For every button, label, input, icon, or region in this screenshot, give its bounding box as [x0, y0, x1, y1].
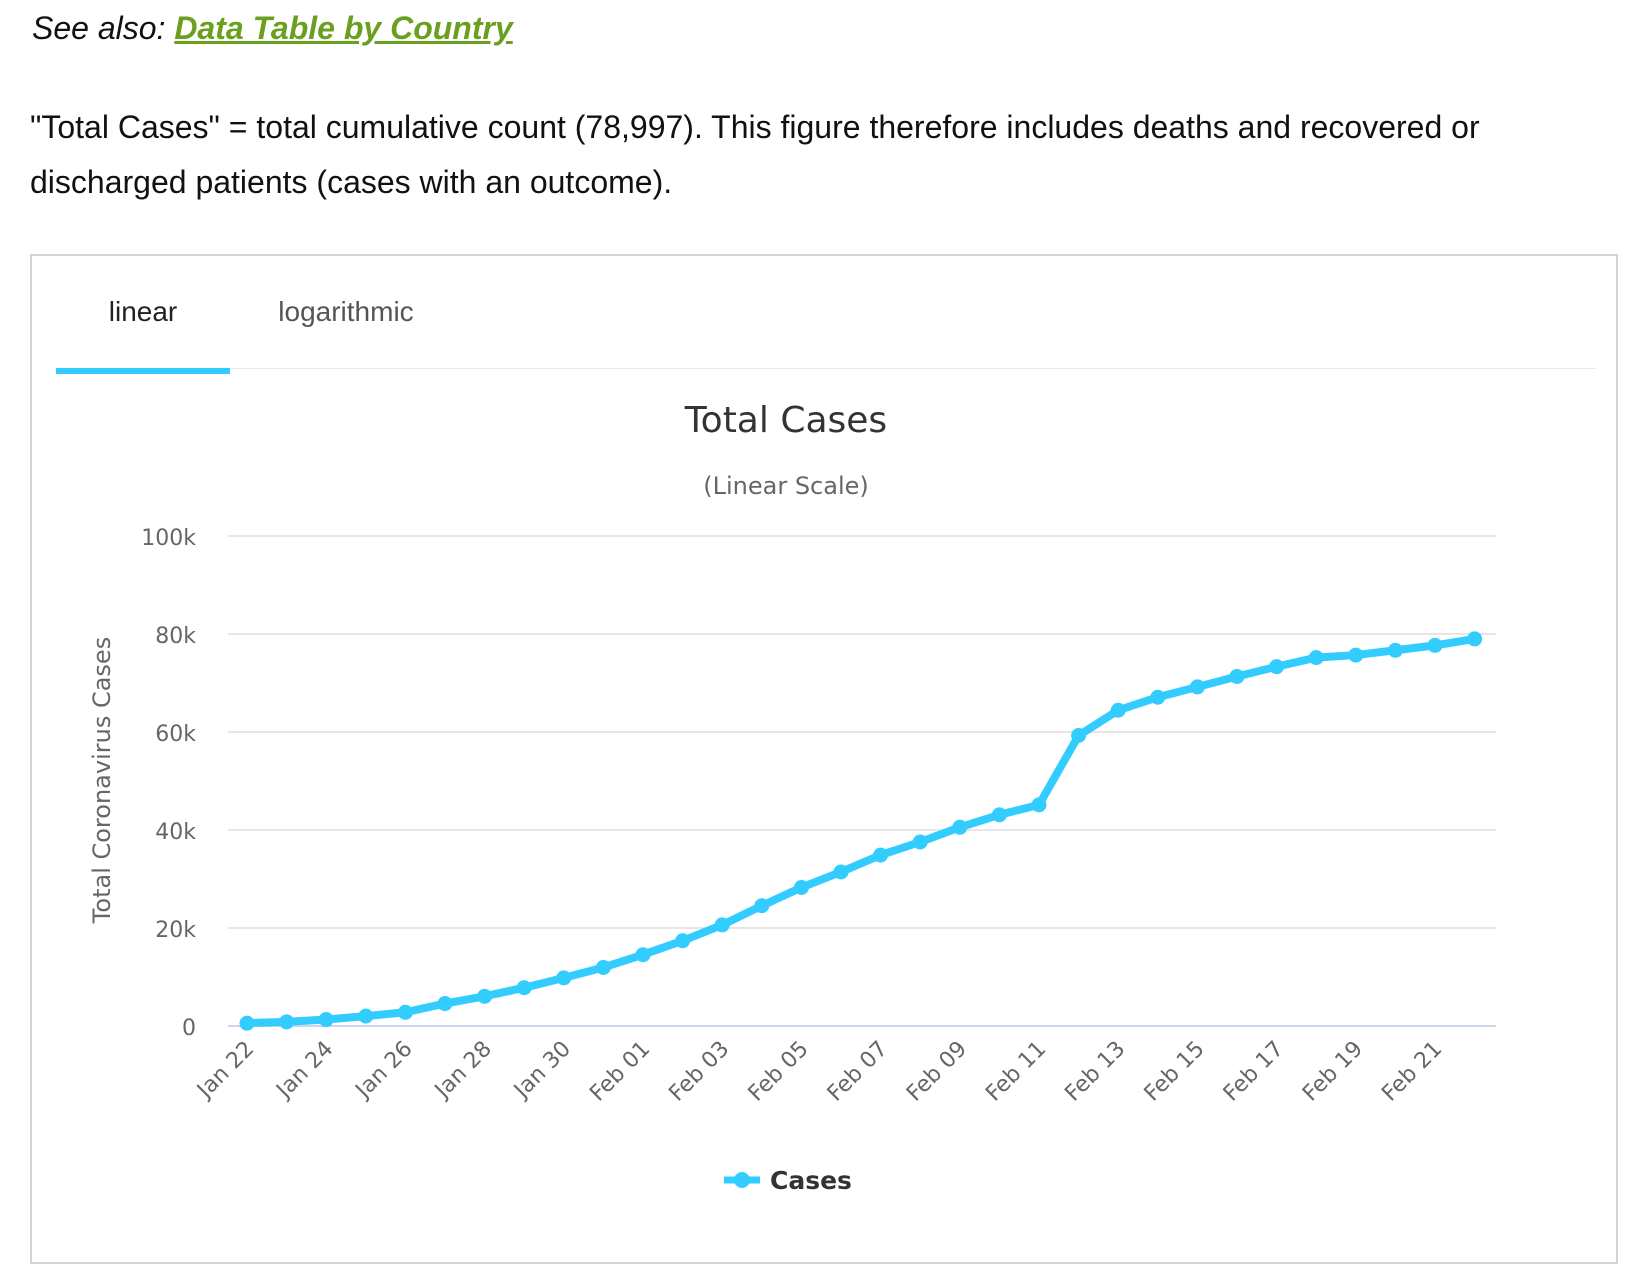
chart-subtitle: (Linear Scale): [703, 472, 869, 500]
y-tick-label: 80k: [155, 624, 196, 649]
tab-logarithmic-label: logarithmic: [278, 296, 414, 327]
y-tick-label: 100k: [141, 526, 196, 551]
data-point[interactable]: [754, 898, 770, 914]
tab-linear-label: linear: [108, 296, 178, 327]
data-table-link[interactable]: Data Table by Country: [174, 10, 513, 46]
data-point[interactable]: [516, 980, 532, 996]
see-also-line: See also: Data Table by Country: [32, 4, 513, 52]
x-tick-label: Feb 11: [981, 1037, 1051, 1107]
data-point[interactable]: [595, 959, 611, 975]
see-also-prefix: See also:: [32, 10, 175, 46]
x-tick-label: Jan 26: [350, 1037, 418, 1105]
data-point[interactable]: [279, 1014, 295, 1030]
tab-logarithmic[interactable]: logarithmic: [256, 256, 436, 368]
x-tick-label: Feb 19: [1298, 1037, 1368, 1107]
data-point[interactable]: [714, 917, 730, 933]
x-tick-label: Feb 21: [1377, 1037, 1447, 1107]
y-tick-label: 60k: [155, 722, 196, 747]
series-line: [243, 634, 1479, 1028]
x-tick-label: Jan 22: [191, 1037, 259, 1105]
y-axis-label: Total Coronavirus Cases: [88, 637, 116, 924]
y-axis-ticks: 0 20k 40k 60k 80k 100k: [141, 526, 196, 1041]
data-point[interactable]: [1150, 689, 1166, 705]
x-tick-label: Feb 07: [823, 1037, 893, 1107]
data-point[interactable]: [239, 1015, 255, 1031]
data-point[interactable]: [1071, 727, 1087, 743]
x-axis-ticks: Jan 22 Jan 24 Jan 26 Jan 28 Jan 30 Feb 01 Feb …: [191, 1037, 1447, 1107]
chart-title: Total Cases: [684, 400, 887, 441]
data-point[interactable]: [397, 1004, 413, 1020]
chart-legend[interactable]: Cases: [724, 1166, 852, 1195]
x-tick-label: Feb 15: [1140, 1037, 1210, 1107]
x-tick-label: Feb 01: [585, 1037, 655, 1107]
legend-cases-label: Cases: [770, 1166, 852, 1195]
y-tick-label: 0: [182, 1016, 196, 1041]
tab-linear[interactable]: linear: [56, 256, 230, 374]
active-tab-indicator: [56, 368, 230, 374]
data-point[interactable]: [1229, 668, 1245, 684]
data-point[interactable]: [1308, 650, 1324, 666]
x-tick-label: Jan 30: [508, 1037, 576, 1105]
data-point[interactable]: [477, 988, 493, 1004]
data-point[interactable]: [1467, 631, 1483, 647]
data-point[interactable]: [556, 970, 572, 986]
gridlines: [228, 535, 1496, 1027]
data-point[interactable]: [318, 1012, 334, 1028]
data-point[interactable]: [437, 996, 453, 1012]
data-point[interactable]: [873, 847, 889, 863]
data-point[interactable]: [1427, 637, 1443, 653]
legend-cases-marker: [734, 1172, 750, 1188]
x-tick-label: Feb 13: [1060, 1037, 1130, 1107]
data-point[interactable]: [1110, 702, 1126, 718]
y-tick-label: 40k: [155, 820, 196, 845]
data-point[interactable]: [991, 807, 1007, 823]
data-point[interactable]: [952, 819, 968, 835]
x-tick-label: Feb 03: [664, 1037, 734, 1107]
data-point[interactable]: [1387, 642, 1403, 658]
data-point[interactable]: [833, 864, 849, 880]
total-cases-description: "Total Cases" = total cumulative count (…: [30, 109, 1480, 200]
data-point[interactable]: [635, 947, 651, 963]
data-point[interactable]: [1189, 679, 1205, 695]
data-point[interactable]: [793, 879, 809, 895]
data-point[interactable]: [912, 834, 928, 850]
data-point[interactable]: [675, 933, 691, 949]
x-tick-label: Jan 28: [429, 1037, 497, 1105]
y-tick-label: 20k: [155, 918, 196, 943]
x-tick-label: Feb 09: [902, 1037, 972, 1107]
data-point[interactable]: [1348, 647, 1364, 663]
data-point[interactable]: [1269, 659, 1285, 675]
x-tick-label: Feb 05: [744, 1037, 814, 1107]
data-point[interactable]: [1031, 797, 1047, 813]
scale-tabs: linear logarithmic: [56, 256, 1596, 374]
series-cases: [239, 631, 1483, 1031]
data-point[interactable]: [358, 1008, 374, 1024]
x-tick-label: Feb 17: [1219, 1037, 1289, 1107]
chart-panel: linear logarithmic 0 20k 40k 60k 80k 100k Jan…: [30, 254, 1618, 1264]
x-tick-label: Jan 24: [271, 1037, 339, 1105]
